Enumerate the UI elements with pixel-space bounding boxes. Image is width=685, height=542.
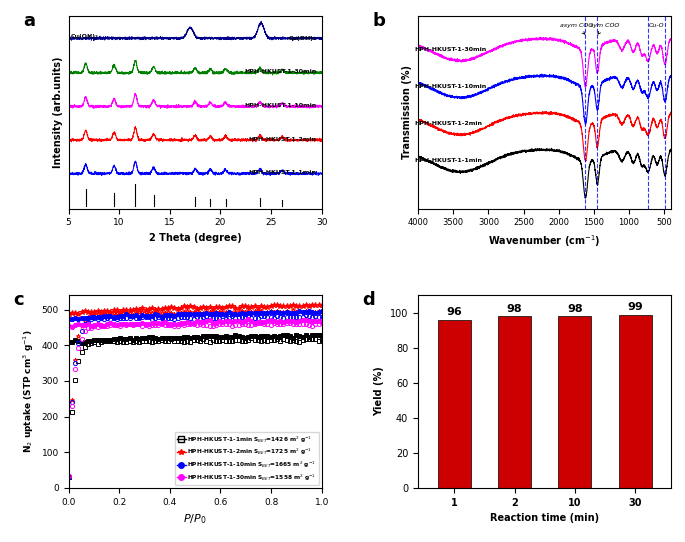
Text: d: d: [362, 292, 375, 309]
Text: Cu-O: Cu-O: [649, 23, 664, 28]
X-axis label: $P/P_0$: $P/P_0$: [184, 512, 207, 526]
Y-axis label: Intensity (arb.units): Intensity (arb.units): [53, 57, 63, 168]
Text: HPH-HKUST-1-1min: HPH-HKUST-1-1min: [249, 170, 316, 175]
Y-axis label: Yield (%): Yield (%): [375, 367, 384, 416]
X-axis label: Reaction time (min): Reaction time (min): [490, 513, 599, 523]
Text: sym COO: sym COO: [590, 23, 619, 34]
Y-axis label: N$_2$ uptake (STP cm$^3$ g$^{-1}$): N$_2$ uptake (STP cm$^3$ g$^{-1}$): [21, 330, 36, 453]
Text: HPH-HKUST-1-10min: HPH-HKUST-1-10min: [245, 103, 316, 108]
Text: HPH-HKUST-1-30min: HPH-HKUST-1-30min: [414, 47, 487, 52]
Text: HPH-HKUST-1-2min: HPH-HKUST-1-2min: [249, 137, 316, 141]
Text: 99: 99: [627, 302, 643, 312]
X-axis label: 2 Theta (degree): 2 Theta (degree): [149, 233, 242, 243]
Bar: [558, 317, 591, 488]
Text: Cu(OH)₂: Cu(OH)₂: [71, 34, 98, 38]
Text: HPH-HKUST-1-2min: HPH-HKUST-1-2min: [414, 121, 482, 126]
Text: 98: 98: [507, 304, 523, 314]
Y-axis label: Transmission (%): Transmission (%): [403, 66, 412, 159]
Legend: HPH-HKUST-1-1min S$_{BET}$=1426 m$^2$ g$^{-1}$, HPH-HKUST-1-2min S$_{BET}$=1725 : HPH-HKUST-1-1min S$_{BET}$=1426 m$^2$ g$…: [175, 432, 319, 485]
Text: b: b: [373, 12, 385, 30]
X-axis label: Wavenumber (cm$^{-1}$): Wavenumber (cm$^{-1}$): [488, 233, 601, 249]
Text: a: a: [23, 12, 35, 30]
Text: 96: 96: [447, 307, 462, 317]
Text: Cu(OH)₂: Cu(OH)₂: [289, 36, 316, 41]
Bar: [619, 314, 651, 488]
Bar: [438, 320, 471, 488]
Bar: [498, 317, 531, 488]
Text: HPH-HKUST-1-30min: HPH-HKUST-1-30min: [245, 69, 316, 74]
Text: HPH-HKUST-1-1min: HPH-HKUST-1-1min: [414, 158, 482, 163]
Text: asym COO: asym COO: [560, 23, 593, 34]
Text: HPH-HKUST-1-10min: HPH-HKUST-1-10min: [414, 84, 487, 89]
Text: 98: 98: [567, 304, 583, 314]
Text: c: c: [13, 292, 23, 309]
